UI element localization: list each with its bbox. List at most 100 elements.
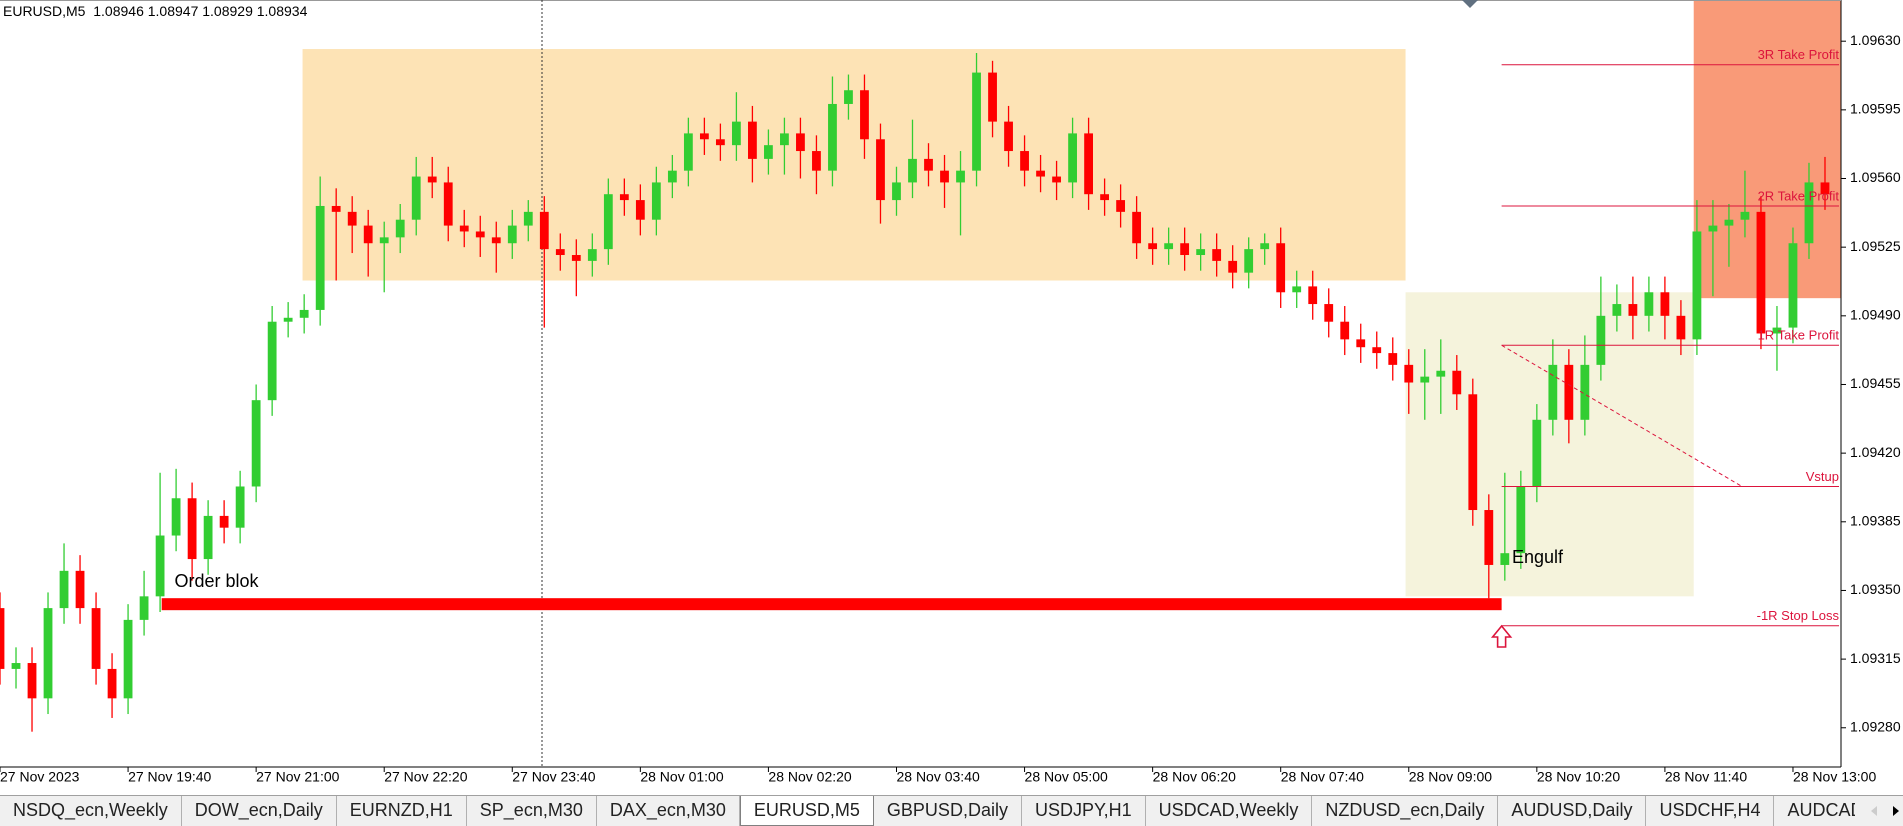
- candle-body: [1516, 486, 1526, 554]
- candle-body: [1756, 211, 1766, 334]
- candle-body: [459, 225, 469, 232]
- y-tick-label: 1.09315: [1850, 650, 1901, 666]
- chart-tab[interactable]: EURUSD,M5: [739, 796, 874, 826]
- scroll-right[interactable]: [1893, 806, 1899, 816]
- x-tick-label: 27 Nov 2023: [0, 769, 80, 785]
- chart-tab[interactable]: AUDUSD,Daily: [1498, 796, 1647, 826]
- candle-body: [219, 515, 229, 528]
- x-tick-label: 28 Nov 10:20: [1537, 769, 1620, 785]
- level-label: 3R Take Profit: [1758, 47, 1840, 62]
- candle-body: [59, 570, 69, 609]
- candle-body: [1708, 225, 1718, 232]
- quote-low: 1.08929: [202, 3, 253, 19]
- candle-body: [1676, 315, 1686, 340]
- candle-body: [940, 170, 949, 183]
- symbol: EURUSD,M5: [3, 3, 86, 19]
- candle-body: [1724, 219, 1734, 226]
- candle-body: [1372, 347, 1382, 354]
- chart-tab[interactable]: USDJPY,H1: [1022, 796, 1146, 826]
- candle-body: [507, 225, 517, 244]
- candle-body: [731, 121, 741, 146]
- candle-body: [203, 515, 213, 560]
- candle-body: [1068, 133, 1077, 183]
- candle-body: [780, 133, 789, 146]
- candle-body: [1132, 211, 1142, 244]
- candle-body: [1500, 553, 1510, 565]
- candle-body: [1180, 243, 1190, 256]
- x-tick-label: 27 Nov 19:40: [128, 769, 211, 785]
- candle-body: [587, 249, 597, 261]
- candle-body: [1164, 243, 1174, 250]
- candle-body: [491, 237, 501, 244]
- chart-tab[interactable]: NSDQ_ecn,Weekly: [0, 796, 182, 826]
- candle-body: [1148, 243, 1158, 250]
- candle-body: [1196, 249, 1206, 256]
- candle-body: [1644, 292, 1654, 316]
- x-tick-label: 28 Nov 05:00: [1025, 769, 1108, 785]
- chart-tab[interactable]: GBPUSD,Daily: [874, 796, 1022, 826]
- chart-tab[interactable]: NZDUSD_ecn,Daily: [1312, 796, 1499, 826]
- candle-body: [1260, 243, 1270, 250]
- candle-body: [523, 211, 533, 226]
- candle-body: [539, 211, 549, 250]
- candle-body: [956, 170, 965, 183]
- candle-body: [171, 498, 181, 536]
- candle-body: [1548, 364, 1558, 420]
- candle-body: [1020, 151, 1029, 171]
- candle-body: [363, 225, 373, 244]
- scroll-left[interactable]: [1871, 806, 1877, 816]
- candle-body: [347, 211, 357, 226]
- y-tick-label: 1.09385: [1850, 512, 1901, 528]
- candle-body: [1388, 353, 1398, 365]
- candle-body: [267, 321, 277, 401]
- candle-body: [0, 608, 5, 669]
- candle-body: [1612, 304, 1622, 316]
- candle-body: [603, 194, 613, 250]
- candle-body: [651, 182, 661, 220]
- candle-body: [1420, 376, 1430, 383]
- candle-body: [1692, 231, 1702, 340]
- candle-body: [892, 182, 901, 201]
- y-tick-label: 1.09455: [1850, 375, 1901, 391]
- chart-tab[interactable]: DAX_ecn,M30: [597, 796, 740, 826]
- candle-body: [924, 158, 933, 171]
- y-tick-label: 1.09630: [1850, 32, 1901, 48]
- candle-body: [1116, 200, 1126, 212]
- trend-line: [1501, 344, 1743, 487]
- quote-high: 1.08947: [147, 3, 199, 19]
- candle-body: [1404, 364, 1414, 383]
- candle-body: [1484, 510, 1494, 565]
- y-tick-label: 1.09280: [1850, 718, 1901, 734]
- chart-tab[interactable]: USDCAD,Weekly: [1146, 796, 1313, 826]
- chart: 1.09630 1.09595 1.09560 1.09525 1.09490 1.094…: [0, 0, 1901, 785]
- candle-body: [555, 249, 565, 256]
- x-tick-label: 28 Nov 03:40: [896, 769, 979, 785]
- candle-body: [379, 237, 389, 244]
- candle-body: [1804, 182, 1814, 244]
- candle-body: [315, 205, 325, 310]
- quote-close: 1.08934: [256, 3, 308, 19]
- candle-body: [715, 139, 725, 146]
- candle-body: [91, 608, 101, 669]
- candle-body: [75, 570, 85, 609]
- chart-tab[interactable]: EURNZD,H1: [337, 796, 467, 826]
- tab-scroll[interactable]: [1855, 796, 1903, 826]
- symbol-header: EURUSD,M5 1.08946 1.08947 1.08929 1.0893…: [3, 3, 308, 19]
- candle-body: [1788, 243, 1798, 328]
- chart-tab[interactable]: USDCHF,H4: [1646, 796, 1775, 826]
- candle-body: [1244, 249, 1254, 273]
- candle-body: [1228, 260, 1238, 273]
- candle-body: [11, 663, 21, 669]
- candle-body: [155, 535, 165, 597]
- candle-body: [27, 663, 37, 699]
- candle-body: [1340, 321, 1350, 340]
- candle-body: [331, 205, 341, 212]
- chart-tab[interactable]: AUDCAD,Weekly: [1774, 796, 1855, 826]
- candle-body: [1532, 419, 1542, 487]
- chart-tab[interactable]: DOW_ecn,Daily: [182, 796, 337, 826]
- candle-body: [667, 170, 677, 183]
- x-tick-label: 27 Nov 23:40: [512, 769, 595, 785]
- x-tick-label: 28 Nov 07:40: [1281, 769, 1364, 785]
- candle-body: [699, 133, 709, 140]
- chart-tab[interactable]: SP_ecn,M30: [467, 796, 597, 826]
